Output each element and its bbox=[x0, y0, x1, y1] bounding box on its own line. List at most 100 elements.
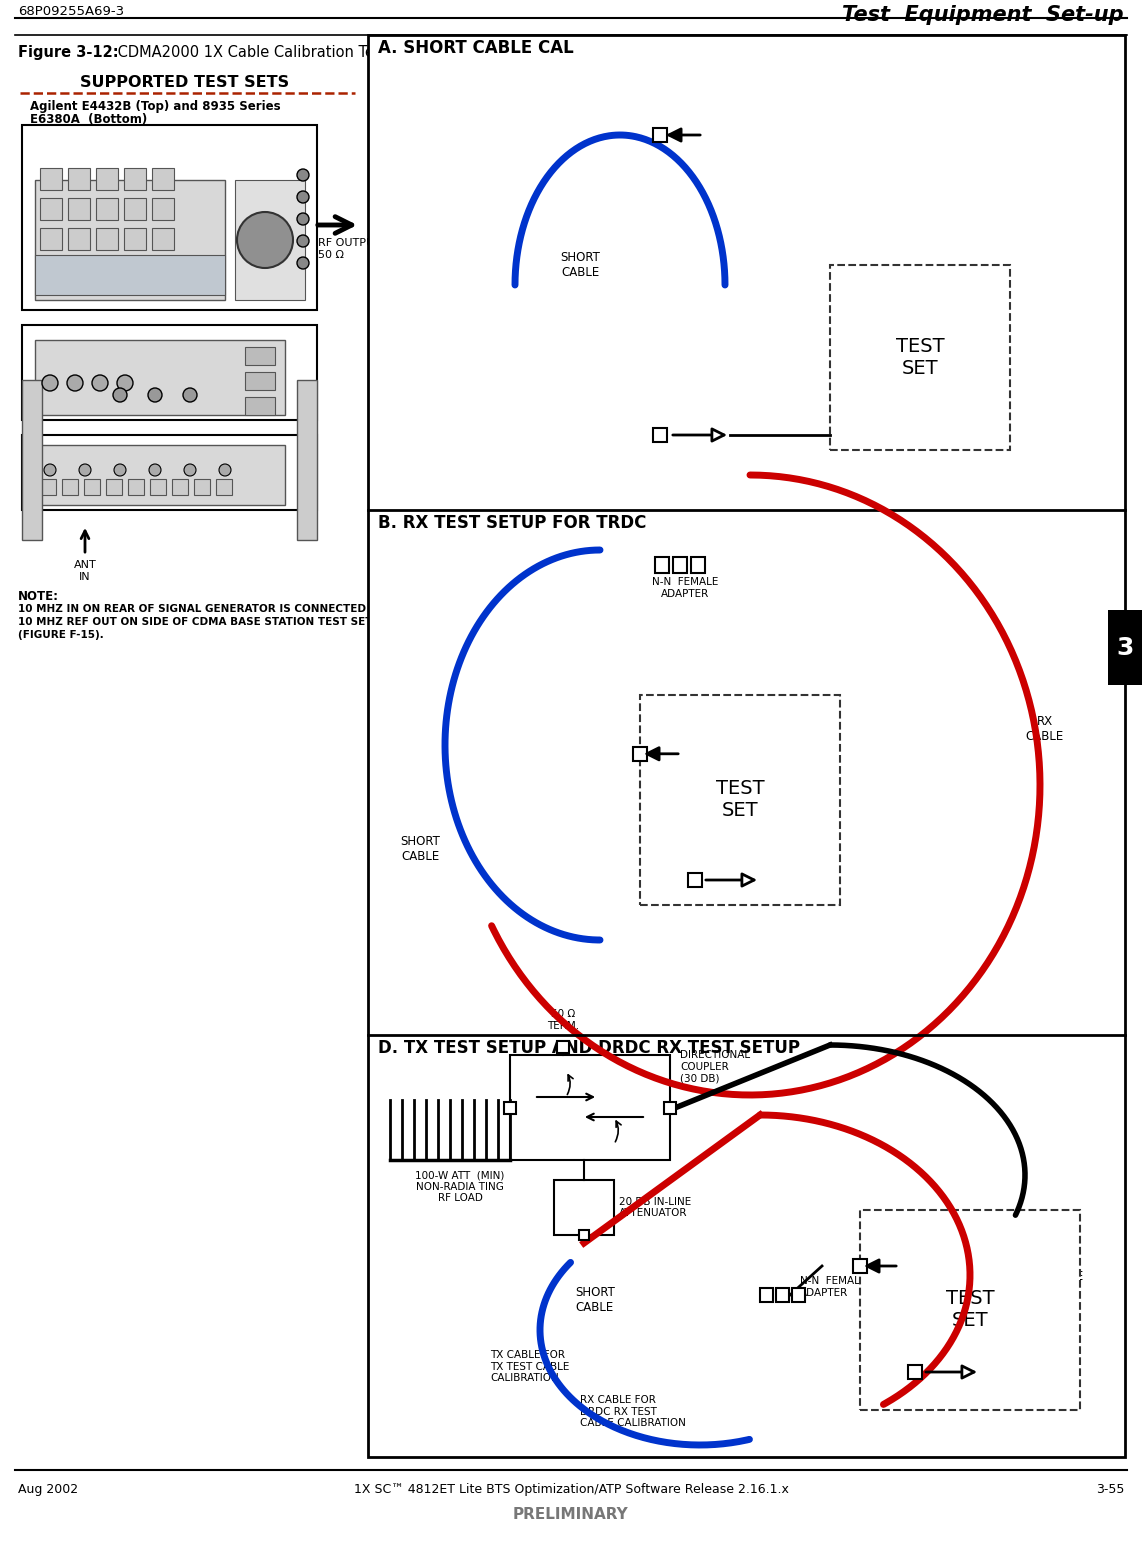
Text: CALIBRATION SET UP: CALIBRATION SET UP bbox=[656, 75, 845, 91]
Text: TEST
SET: TEST SET bbox=[946, 1290, 995, 1330]
Bar bbox=[664, 1102, 676, 1114]
Bar bbox=[656, 557, 669, 573]
Bar bbox=[152, 228, 174, 250]
Bar bbox=[653, 128, 667, 142]
Bar bbox=[793, 1288, 805, 1302]
Bar bbox=[246, 372, 275, 390]
Bar bbox=[152, 199, 174, 221]
Bar bbox=[830, 264, 1010, 451]
Text: 1X SC™ 4812ET Lite BTS Optimization/ATP Software Release 2.16.1.x: 1X SC™ 4812ET Lite BTS Optimization/ATP … bbox=[354, 1484, 788, 1496]
Circle shape bbox=[148, 463, 161, 476]
Circle shape bbox=[42, 376, 58, 391]
Text: NOTE:: NOTE: bbox=[18, 590, 59, 603]
Bar bbox=[246, 398, 275, 415]
Text: B. RX TEST SETUP FOR TRDC: B. RX TEST SETUP FOR TRDC bbox=[378, 513, 646, 532]
Bar bbox=[297, 380, 317, 540]
Text: Aug 2002: Aug 2002 bbox=[18, 1484, 78, 1496]
Text: 3-55: 3-55 bbox=[1095, 1484, 1124, 1496]
Bar bbox=[22, 435, 317, 510]
Text: CDMA2000 1X Cable Calibration Test Setup - Agilent 8935/E4432B: CDMA2000 1X Cable Calibration Test Setup… bbox=[113, 45, 603, 59]
Bar bbox=[69, 167, 90, 189]
Bar bbox=[96, 199, 118, 221]
Circle shape bbox=[79, 463, 91, 476]
Text: TEST
SET: TEST SET bbox=[716, 779, 764, 820]
Bar bbox=[150, 479, 166, 495]
Bar bbox=[504, 1102, 516, 1114]
Bar bbox=[40, 167, 62, 189]
Text: PRELIMINARY: PRELIMINARY bbox=[513, 1507, 629, 1523]
Bar bbox=[40, 228, 62, 250]
Text: RF OUTPUT
50 Ω: RF OUTPUT 50 Ω bbox=[317, 238, 381, 260]
Bar bbox=[633, 747, 648, 761]
Circle shape bbox=[148, 388, 162, 402]
Circle shape bbox=[183, 388, 198, 402]
Bar bbox=[69, 228, 90, 250]
Circle shape bbox=[297, 169, 309, 182]
Circle shape bbox=[297, 235, 309, 247]
Circle shape bbox=[93, 376, 108, 391]
Text: D. TX TEST SETUP AND DRDC RX TEST SETUP: D. TX TEST SETUP AND DRDC RX TEST SETUP bbox=[378, 1039, 801, 1056]
Text: N-N  FEMALE
ADAPTER: N-N FEMALE ADAPTER bbox=[801, 1275, 867, 1297]
Bar bbox=[640, 695, 841, 905]
Bar bbox=[35, 340, 286, 415]
Bar bbox=[510, 1055, 670, 1160]
Text: RX CABLE FOR
DRDC RX TEST
CABLE CALIBRATION: RX CABLE FOR DRDC RX TEST CABLE CALIBRAT… bbox=[580, 1394, 686, 1429]
Text: TX
CABLE: TX CABLE bbox=[1046, 1255, 1084, 1283]
Bar bbox=[860, 1210, 1080, 1410]
Circle shape bbox=[114, 463, 126, 476]
Bar bbox=[128, 479, 144, 495]
Bar bbox=[687, 873, 702, 887]
Text: SHORT
CABLE: SHORT CABLE bbox=[560, 250, 600, 279]
Circle shape bbox=[297, 213, 309, 225]
Circle shape bbox=[238, 211, 293, 268]
Text: 68P09255A69-3: 68P09255A69-3 bbox=[18, 5, 124, 19]
Bar bbox=[96, 167, 118, 189]
Circle shape bbox=[67, 376, 83, 391]
Bar bbox=[579, 1230, 589, 1239]
Bar bbox=[35, 444, 286, 505]
Bar bbox=[40, 479, 56, 495]
Circle shape bbox=[297, 191, 309, 203]
Bar bbox=[1108, 610, 1142, 685]
Bar bbox=[85, 479, 100, 495]
Text: TEST
SET: TEST SET bbox=[895, 338, 944, 379]
Bar bbox=[35, 180, 225, 300]
Bar bbox=[40, 199, 62, 221]
Bar bbox=[106, 479, 122, 495]
Circle shape bbox=[297, 257, 309, 269]
Circle shape bbox=[113, 388, 127, 402]
Bar bbox=[69, 199, 90, 221]
Bar bbox=[691, 557, 705, 573]
Text: RX
CABLE: RX CABLE bbox=[1026, 715, 1064, 743]
Circle shape bbox=[219, 463, 231, 476]
Bar bbox=[194, 479, 210, 495]
Text: 10 MHZ IN ON REAR OF SIGNAL GENERATOR IS CONNECTED TO: 10 MHZ IN ON REAR OF SIGNAL GENERATOR IS… bbox=[18, 604, 386, 613]
Bar bbox=[124, 199, 146, 221]
Bar bbox=[172, 479, 188, 495]
Text: 50 Ω
TERM.: 50 Ω TERM. bbox=[547, 1009, 579, 1031]
Text: SUPPORTED TEST SETS: SUPPORTED TEST SETS bbox=[80, 75, 290, 91]
Text: A. SHORT CABLE CAL: A. SHORT CABLE CAL bbox=[378, 39, 573, 56]
Bar bbox=[216, 479, 232, 495]
Bar bbox=[653, 427, 667, 441]
Text: DIRECTIONAL
COUPLER
(30 DB): DIRECTIONAL COUPLER (30 DB) bbox=[679, 1050, 750, 1083]
Text: SHORT
CABLE: SHORT CABLE bbox=[400, 836, 440, 862]
Text: TX CABLE FOR
TX TEST CABLE
CALIBRATION: TX CABLE FOR TX TEST CABLE CALIBRATION bbox=[490, 1351, 570, 1383]
Text: SHORT
CABLE: SHORT CABLE bbox=[576, 1286, 614, 1315]
Bar bbox=[673, 557, 687, 573]
Text: N-N  FEMALE
ADAPTER: N-N FEMALE ADAPTER bbox=[652, 577, 718, 598]
Text: ANT
IN: ANT IN bbox=[73, 560, 96, 582]
Bar bbox=[96, 228, 118, 250]
Bar bbox=[22, 125, 317, 310]
Text: Test  Equipment  Set-up: Test Equipment Set-up bbox=[843, 5, 1124, 25]
Bar bbox=[908, 1365, 922, 1379]
Bar bbox=[557, 1041, 569, 1053]
Bar bbox=[22, 326, 317, 419]
Text: (FIGURE F-15).: (FIGURE F-15). bbox=[18, 631, 104, 640]
Text: 20 DB IN-LINE
ATTENUATOR: 20 DB IN-LINE ATTENUATOR bbox=[619, 1197, 691, 1218]
Bar bbox=[368, 34, 1125, 1457]
Circle shape bbox=[45, 463, 56, 476]
Bar bbox=[777, 1288, 789, 1302]
Bar bbox=[62, 479, 78, 495]
Bar bbox=[124, 167, 146, 189]
